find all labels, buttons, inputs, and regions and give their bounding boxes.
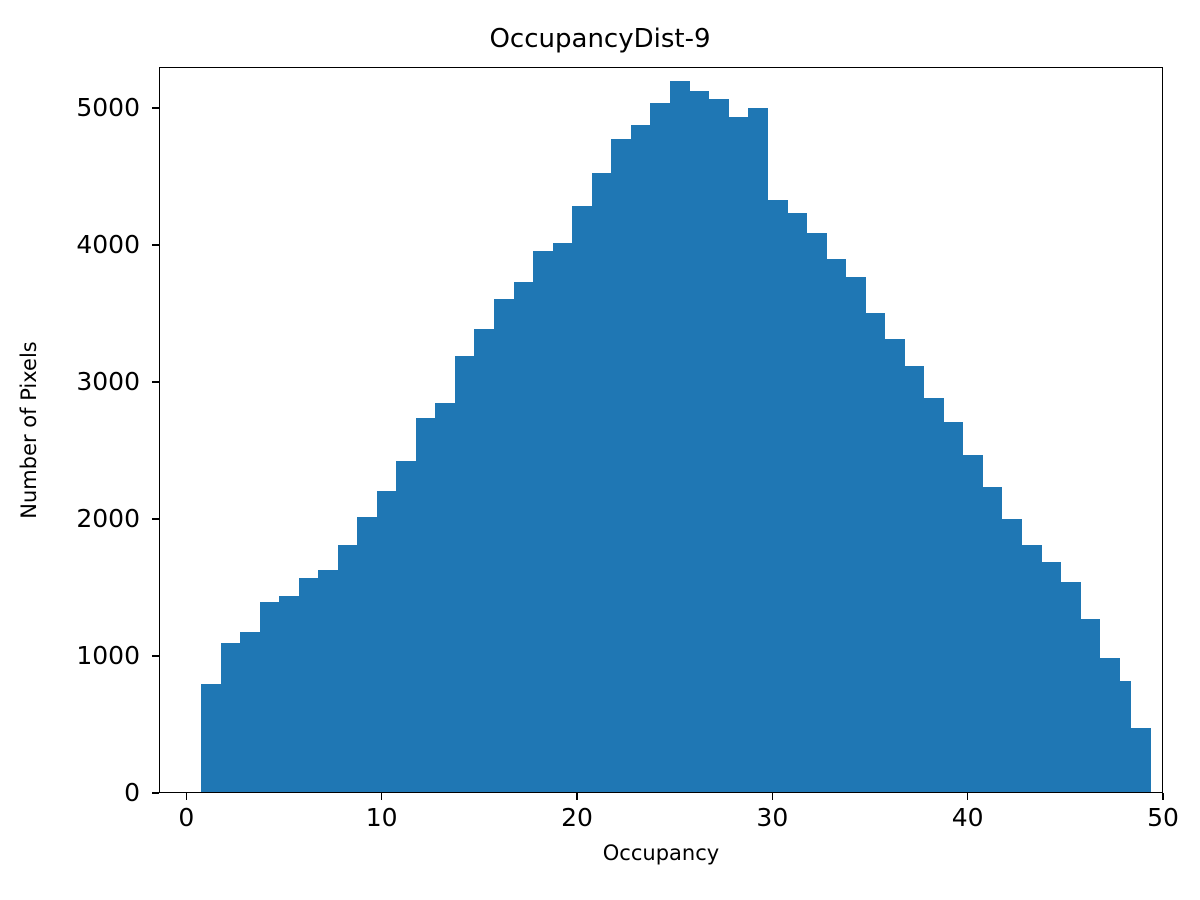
histogram-bar: [1060, 582, 1081, 792]
histogram-bar: [259, 601, 280, 792]
y-tick-label: 2000: [76, 504, 140, 534]
x-tick-label: 20: [561, 803, 593, 832]
histogram-bar: [376, 490, 397, 792]
histogram-bar: [767, 200, 788, 792]
histogram-bar: [1080, 619, 1101, 792]
histogram-bar: [747, 108, 769, 792]
x-tick-mark: [380, 793, 383, 800]
y-tick-mark: [152, 381, 159, 383]
histogram-bar: [220, 642, 241, 792]
histogram-bar: [201, 683, 222, 792]
histogram-bar: [806, 233, 827, 792]
histogram-bar: [708, 98, 729, 792]
histogram-bar: [728, 116, 749, 792]
y-tick-mark: [152, 518, 159, 520]
histogram-bar: [454, 356, 476, 792]
histogram-bar: [943, 422, 964, 792]
histogram-bar: [240, 631, 261, 792]
y-axis-label: Number of Pixels: [17, 341, 41, 519]
histogram-bar: [787, 212, 808, 792]
histogram-bar: [435, 402, 456, 792]
histogram-bar: [982, 486, 1003, 792]
histogram-bar: [396, 460, 417, 792]
histogram-bar: [572, 205, 593, 792]
x-tick-label: 0: [178, 803, 195, 832]
y-tick-mark: [152, 107, 159, 109]
histogram-bar: [552, 242, 573, 792]
histogram-bar: [923, 397, 944, 792]
histogram-bar: [845, 276, 866, 792]
x-tick-mark: [1162, 793, 1164, 800]
x-axis-label: Occupancy: [602, 841, 720, 865]
x-tick-mark: [185, 793, 188, 800]
histogram-bar: [904, 366, 925, 792]
x-tick-label: 30: [756, 803, 789, 832]
histogram-bar: [884, 338, 905, 792]
y-tick-mark: [152, 244, 159, 246]
histogram-bar: [669, 81, 690, 792]
x-tick-label: 40: [951, 803, 984, 832]
bars-container: [160, 68, 1162, 792]
histogram-bar: [591, 172, 612, 792]
histogram-bar: [611, 138, 632, 792]
y-tick-mark: [152, 655, 159, 657]
histogram-bar: [494, 298, 515, 792]
histogram-bar: [1021, 545, 1042, 792]
histogram-bar: [865, 312, 886, 792]
x-tick-mark: [771, 793, 774, 800]
x-tick-mark: [576, 793, 578, 800]
histogram-bar: [826, 259, 847, 792]
histogram-bar: [630, 124, 651, 792]
histogram-bar: [1040, 561, 1062, 792]
histogram-bar: [533, 250, 554, 792]
y-tick-label: 0: [124, 778, 140, 807]
histogram-bar: [298, 578, 319, 792]
chart-title: OccupancyDist-9: [489, 24, 711, 54]
histogram-bar: [513, 282, 534, 792]
histogram-bar: [650, 103, 671, 792]
histogram-bar: [318, 570, 339, 792]
histogram-bar: [474, 329, 495, 792]
histogram-bar: [337, 545, 358, 792]
y-tick-label: 3000: [76, 367, 140, 397]
y-tick-label: 5000: [76, 93, 140, 123]
histogram-bar: [357, 516, 378, 792]
histogram-bar: [689, 90, 710, 792]
histogram-bar: [279, 596, 300, 792]
histogram-bar: [1130, 727, 1151, 792]
x-tick-mark: [966, 793, 969, 800]
histogram-bar: [962, 455, 983, 792]
y-tick-label: 4000: [76, 230, 140, 260]
plot-axes: [159, 67, 1163, 793]
x-tick-label: 50: [1147, 803, 1179, 832]
y-tick-mark: [152, 792, 159, 794]
histogram-bar: [1001, 519, 1022, 792]
y-tick-label: 1000: [76, 641, 140, 671]
histogram-bar: [1119, 681, 1132, 792]
x-tick-label: 10: [365, 803, 398, 832]
histogram-bar: [1099, 657, 1120, 792]
histogram-bar: [415, 418, 436, 792]
